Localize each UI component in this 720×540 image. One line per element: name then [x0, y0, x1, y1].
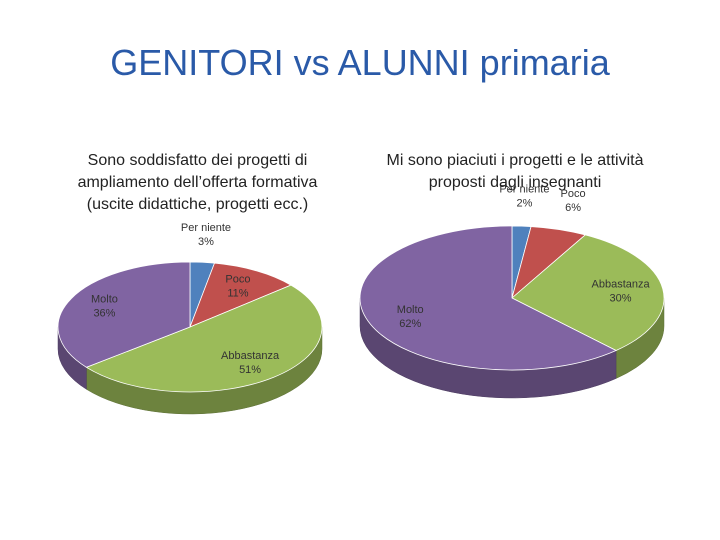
slice-value-label: 62% — [399, 318, 421, 330]
slice-category-label: Abbastanza — [221, 350, 280, 362]
slice-category-label: Per niente — [181, 222, 231, 234]
slice-category-label: Per niente — [499, 183, 549, 195]
slice-category-label: Molto — [397, 304, 424, 316]
slice-value-label: 30% — [610, 292, 632, 304]
pie-slice — [511, 234, 665, 351]
pie-slice — [57, 261, 191, 368]
pie-slice — [359, 225, 617, 371]
pie-slice — [189, 262, 292, 328]
slice-value-label: 36% — [93, 308, 115, 320]
slice-value-label: 11% — [227, 287, 248, 299]
slice-category-label: Poco — [561, 188, 586, 200]
slice-category-label: Poco — [225, 273, 250, 285]
slice-value-label: 51% — [239, 364, 261, 376]
chart-title: Mi sono piaciuti i progetti e le attivit… — [386, 152, 644, 191]
slice-value-label: 6% — [565, 202, 581, 214]
slice-value-label: 2% — [516, 197, 532, 209]
chart-title: Sono soddisfatto dei progetti di ampliam… — [77, 152, 318, 213]
slice-category-label: Molto — [91, 294, 118, 306]
slice-category-label: Abbastanza — [592, 278, 651, 290]
slide-title: GENITORI vs ALUNNI primaria — [110, 42, 610, 83]
slice-value-label: 3% — [198, 236, 214, 248]
pie-slice — [85, 284, 323, 393]
